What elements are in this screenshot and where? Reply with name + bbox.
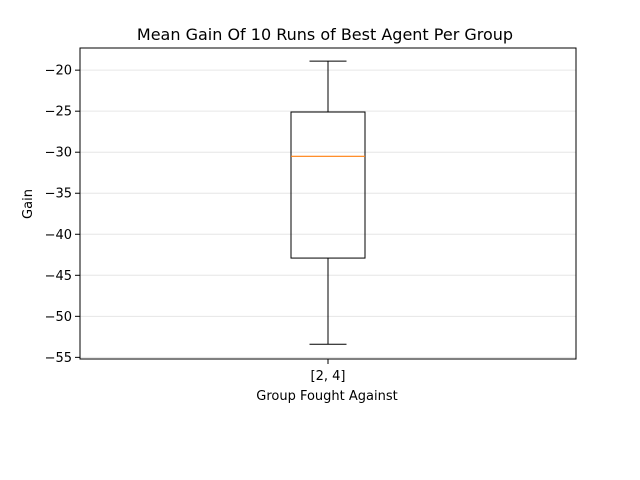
y-tick-label: −35 [45, 187, 72, 202]
y-tick-label: −55 [45, 351, 72, 366]
box-iqr [290, 111, 366, 259]
y-tick-label: −45 [45, 269, 72, 284]
y-tick-label: −20 [45, 64, 72, 79]
y-tick-label: −40 [45, 228, 72, 243]
y-axis-ticks: −55 −50 −45 −40 −35 −30 −25 −20 [45, 64, 80, 366]
x-axis-label: Group Fought Against [256, 389, 397, 404]
y-tick-label: −30 [45, 146, 72, 161]
chart-title: Mean Gain Of 10 Runs of Best Agent Per G… [137, 25, 513, 44]
box-plot [290, 60, 366, 345]
y-tick-label: −50 [45, 310, 72, 325]
x-axis-ticks: [2, 4] [311, 359, 346, 384]
y-axis-label: Gain [21, 189, 36, 219]
x-tick-label: [2, 4] [311, 369, 346, 384]
y-tick-label: −25 [45, 105, 72, 120]
